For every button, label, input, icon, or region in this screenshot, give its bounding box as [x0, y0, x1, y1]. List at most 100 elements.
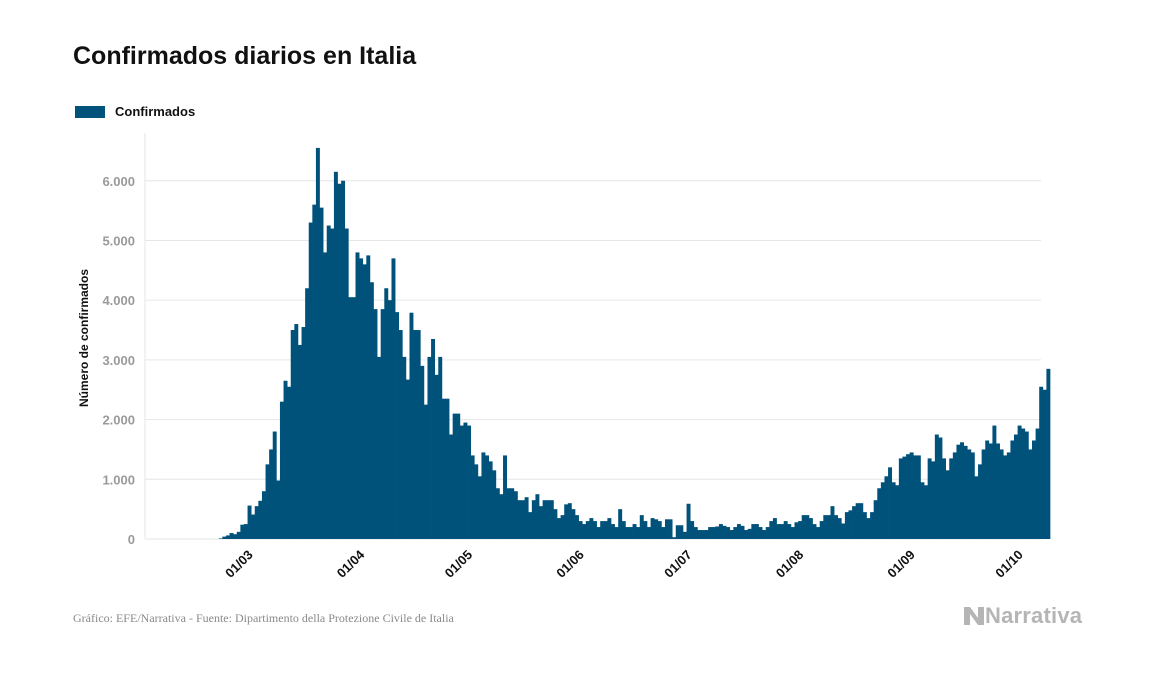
bar [578, 521, 583, 539]
bar [996, 443, 1000, 539]
bar [855, 503, 860, 539]
chart-title: Confirmados diarios en Italia [73, 42, 417, 70]
y-tick-label: 2.000 [102, 413, 135, 428]
bar [607, 518, 612, 539]
bar [938, 437, 943, 539]
bar [758, 527, 763, 539]
bar [243, 524, 248, 539]
x-tick-label: 01/10 [992, 547, 1026, 581]
bar [679, 525, 684, 539]
bar [1042, 389, 1047, 539]
narrativa-logo: Narrativa [963, 603, 1082, 629]
bar [913, 455, 918, 539]
bar [934, 434, 939, 539]
bar [884, 476, 889, 539]
bar [557, 518, 561, 539]
bar [762, 530, 767, 539]
bar [294, 324, 299, 539]
bar [866, 518, 871, 539]
bar [312, 204, 317, 539]
bar [1028, 449, 1033, 539]
bar [916, 455, 921, 539]
y-axis-title: Número de confirmados [77, 269, 91, 407]
x-tick-label: 01/09 [884, 547, 918, 581]
bar [895, 485, 900, 539]
bar [247, 505, 252, 539]
bar [981, 449, 986, 539]
bar [657, 521, 662, 539]
bar [528, 512, 533, 539]
bar [553, 509, 558, 539]
bar [575, 515, 579, 539]
bar [571, 509, 576, 539]
bar [560, 515, 565, 539]
bar [697, 530, 702, 539]
bar [409, 312, 414, 539]
bar [449, 434, 454, 539]
source-note: Gráfico: EFE/Narrativa - Fuente: Diparti… [73, 611, 454, 625]
bar [254, 506, 259, 539]
bar [333, 171, 338, 539]
bar [373, 309, 378, 539]
y-tick-label: 6.000 [102, 174, 135, 189]
y-tick-label: 0 [128, 532, 135, 547]
bar [233, 534, 238, 539]
bar [377, 356, 382, 539]
bar [398, 330, 403, 539]
bar [736, 524, 741, 539]
bar [700, 530, 705, 539]
bar [355, 252, 360, 539]
bar [395, 312, 400, 539]
bar [819, 521, 824, 539]
bar [308, 222, 313, 539]
bar [704, 530, 709, 539]
bar [427, 356, 432, 539]
bar [898, 458, 903, 539]
bar [798, 521, 803, 539]
bar [420, 365, 425, 539]
bar [596, 527, 601, 539]
bar [880, 482, 885, 539]
bar [582, 524, 587, 539]
bar [290, 330, 295, 539]
bar [902, 456, 907, 539]
y-tick-label: 5.000 [102, 233, 135, 248]
bar [1010, 440, 1015, 539]
bar [366, 255, 371, 539]
x-tick-label: 01/08 [773, 547, 807, 581]
bar [920, 482, 925, 539]
bar [348, 297, 353, 539]
bar [229, 533, 234, 539]
bar [240, 524, 245, 539]
bar [823, 515, 828, 539]
bar [517, 500, 522, 539]
bar [978, 464, 982, 539]
bar [387, 300, 392, 539]
bar [639, 515, 644, 539]
bar [826, 515, 831, 539]
x-tick-label: 01/03 [222, 547, 256, 581]
y-tick-label: 4.000 [102, 293, 135, 308]
bar [521, 500, 525, 539]
bar [315, 147, 320, 539]
bar [974, 476, 979, 539]
bar [1035, 428, 1040, 539]
bar [744, 530, 749, 539]
x-tick-label: 01/04 [334, 546, 368, 580]
bar [794, 522, 799, 539]
bar [305, 288, 310, 539]
bar [330, 228, 335, 539]
bar [1039, 386, 1044, 539]
bar [646, 527, 651, 539]
bar [927, 458, 932, 539]
bar [1021, 428, 1026, 539]
bar [1014, 434, 1018, 539]
bar [711, 527, 716, 539]
bar [837, 518, 842, 539]
bar [769, 521, 774, 539]
bar [1003, 455, 1008, 539]
bar [931, 461, 936, 539]
bar [567, 503, 572, 539]
x-tick-label: 01/05 [442, 547, 476, 581]
bar [715, 526, 720, 539]
